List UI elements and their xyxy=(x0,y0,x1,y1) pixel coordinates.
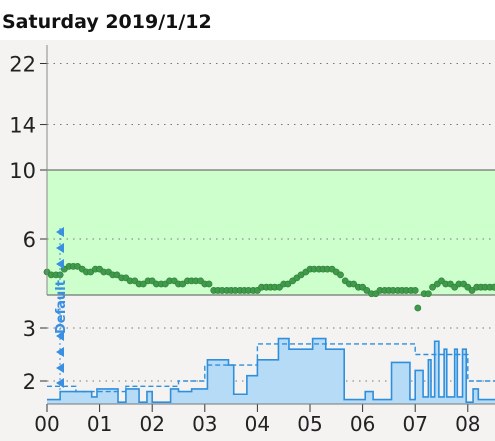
xtick-label-06: 06 xyxy=(350,412,375,436)
basal-ytick-label-2: 2 xyxy=(23,370,36,394)
basal-ytick-label-3: 3 xyxy=(23,317,36,341)
glucose-point xyxy=(414,304,422,312)
profile-arrow-icon xyxy=(56,378,64,388)
profile-switch-marker[interactable]: Default xyxy=(54,227,69,390)
target-range-fill xyxy=(47,170,495,295)
ytick-label-14: 14 xyxy=(9,114,36,138)
target-range-band xyxy=(47,169,495,296)
glucose-point xyxy=(490,283,495,291)
glucose-point xyxy=(468,287,476,294)
glucose-point xyxy=(284,280,292,288)
basal-actual-line xyxy=(47,337,495,403)
glucose-point xyxy=(411,287,419,294)
profile-label: Default xyxy=(54,280,69,334)
basal-fill xyxy=(47,338,495,404)
glucose-points xyxy=(43,262,495,312)
profile-arrow-icon xyxy=(56,347,64,357)
glucose-point xyxy=(205,280,213,288)
glucose-point xyxy=(350,280,358,288)
glucose-point xyxy=(363,287,371,294)
ytick-label-6: 6 xyxy=(23,228,36,252)
profile-arrow-icon xyxy=(56,331,64,341)
ytick-label-10: 10 xyxy=(9,159,36,183)
xtick-label-07: 07 xyxy=(402,412,427,436)
profile-arrow-icon xyxy=(56,243,64,253)
profile-arrow-icon xyxy=(56,259,64,269)
ytick-label-22: 22 xyxy=(9,52,36,76)
xtick-label-02: 02 xyxy=(139,412,164,436)
xtick-label-04: 04 xyxy=(245,412,270,436)
glucose-point xyxy=(179,280,187,288)
basal-scheduled-line xyxy=(47,343,495,393)
glucose-point xyxy=(337,271,344,279)
xtick-label-00: 00 xyxy=(34,412,59,436)
xtick-label-03: 03 xyxy=(192,412,217,436)
xtick-label-08: 08 xyxy=(455,412,480,436)
basal-chart xyxy=(47,337,495,404)
glucose-point xyxy=(429,283,436,291)
profile-arrow-icon xyxy=(56,363,64,373)
xtick-label-05: 05 xyxy=(297,412,322,436)
profile-arrow-icon xyxy=(56,227,64,237)
page-title: Saturday 2019/1/12 xyxy=(2,11,212,33)
xtick-label-01: 01 xyxy=(87,412,112,436)
glucose-point xyxy=(424,290,432,298)
glucose-point xyxy=(139,280,147,288)
